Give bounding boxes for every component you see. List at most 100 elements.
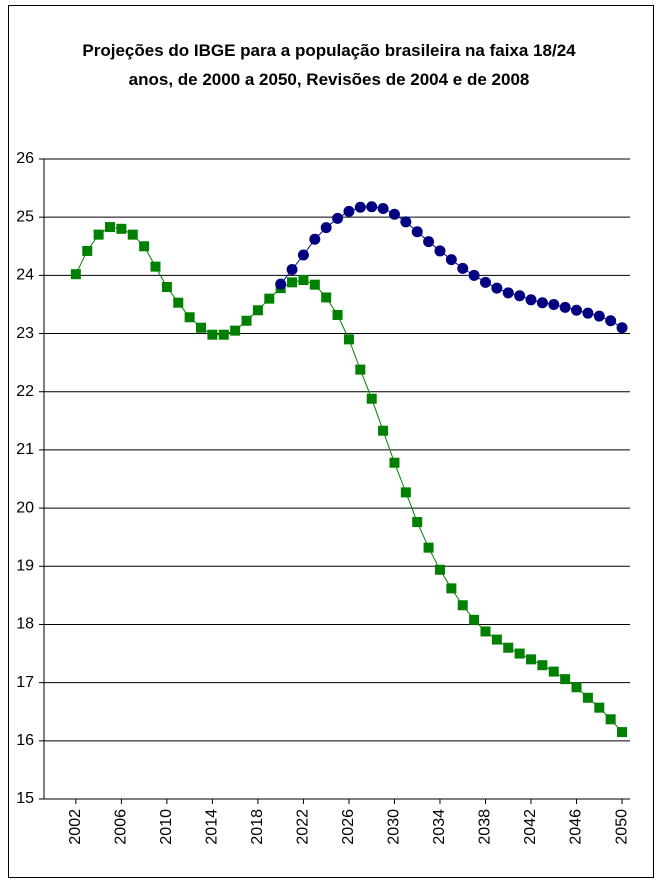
marker [548, 298, 560, 310]
marker [582, 307, 594, 319]
x-tick-label: 2034 [431, 809, 448, 845]
marker [423, 236, 435, 248]
series-line [280, 206, 623, 329]
y-tick-label: 15 [16, 790, 34, 807]
marker [196, 322, 207, 333]
marker [514, 290, 526, 302]
x-tick-label: 2014 [204, 809, 221, 845]
marker [605, 315, 617, 327]
marker [559, 301, 571, 313]
x-tick-label: 2022 [295, 809, 312, 845]
marker [617, 727, 628, 738]
marker [377, 202, 389, 214]
marker [503, 642, 514, 653]
marker [491, 282, 503, 294]
marker [537, 660, 548, 671]
marker [479, 276, 491, 288]
chart-title: Projeções do IBGE para a população brasi… [82, 41, 576, 89]
marker [161, 282, 172, 292]
marker [184, 312, 195, 323]
marker [139, 241, 150, 252]
x-tick-label: 2030 [386, 809, 403, 845]
marker [82, 245, 93, 256]
marker [116, 223, 127, 234]
marker [127, 229, 138, 240]
marker [309, 279, 320, 290]
marker [366, 393, 377, 404]
marker [150, 261, 161, 272]
y-tick-label: 16 [16, 732, 34, 749]
marker [411, 226, 423, 238]
marker [548, 666, 559, 677]
marker [93, 229, 104, 240]
marker [321, 292, 332, 303]
x-tick-label: 2006 [113, 809, 130, 845]
marker [582, 692, 593, 703]
x-tick-label: 2038 [477, 809, 494, 845]
marker [343, 334, 354, 345]
marker [480, 626, 491, 637]
marker [332, 212, 344, 224]
y-tick-label: 24 [16, 267, 34, 284]
marker [355, 364, 366, 375]
x-tick-label: 2046 [568, 809, 585, 845]
marker [434, 564, 445, 575]
x-tick-label: 2010 [158, 809, 175, 845]
marker [389, 457, 400, 468]
y-tick-label: 18 [16, 616, 34, 633]
marker [491, 634, 502, 645]
marker [526, 654, 537, 665]
marker [286, 264, 298, 276]
marker [514, 648, 525, 659]
marker [560, 674, 571, 685]
marker [469, 614, 480, 625]
y-tick-label: 17 [16, 674, 34, 691]
y-tick-label: 22 [16, 383, 34, 400]
marker [298, 275, 309, 286]
y-tick-label: 25 [16, 208, 34, 225]
marker [468, 269, 480, 281]
marker [445, 254, 457, 266]
marker [400, 487, 411, 498]
y-tick-label: 20 [16, 499, 34, 516]
marker [412, 517, 423, 528]
marker [605, 714, 616, 725]
marker [366, 201, 378, 213]
marker [230, 325, 241, 336]
x-tick-label: 2002 [67, 809, 84, 845]
marker [309, 233, 321, 245]
marker [320, 222, 332, 234]
marker [70, 269, 81, 280]
y-tick-label: 23 [16, 325, 34, 342]
marker [423, 542, 434, 553]
marker [536, 297, 548, 309]
marker [571, 304, 583, 316]
marker [616, 322, 628, 334]
marker [332, 309, 343, 320]
y-tick-label: 19 [16, 557, 34, 574]
marker [571, 682, 582, 693]
marker [388, 208, 400, 220]
marker [343, 205, 355, 217]
marker [378, 425, 389, 436]
marker [241, 315, 252, 326]
marker [173, 297, 184, 308]
marker [287, 277, 298, 288]
marker [593, 310, 605, 322]
marker [264, 293, 275, 304]
marker [400, 216, 412, 228]
marker [354, 201, 366, 213]
marker [218, 329, 229, 340]
marker [207, 329, 218, 340]
marker [434, 245, 446, 257]
x-tick-label: 2018 [249, 809, 266, 845]
x-tick-label: 2050 [613, 809, 630, 845]
marker [252, 305, 263, 316]
marker [446, 583, 457, 594]
marker [457, 600, 468, 611]
marker [594, 702, 605, 713]
marker [104, 222, 115, 233]
y-tick-label: 21 [16, 441, 34, 458]
